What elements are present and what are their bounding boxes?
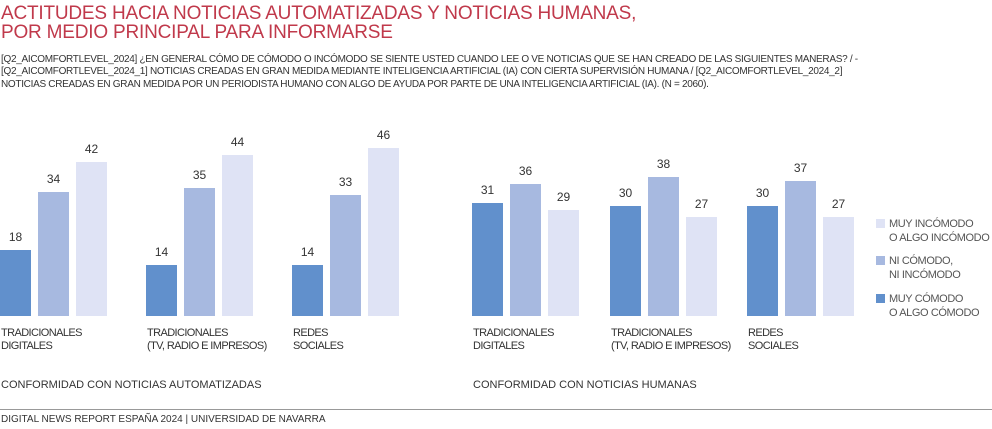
data-label: 36: [518, 164, 533, 179]
footer-divider: [0, 409, 992, 410]
bar-1-0-2: [548, 209, 579, 316]
data-label: 35: [192, 167, 207, 182]
data-label: 37: [793, 160, 808, 175]
bar-0-1-1: [184, 187, 215, 316]
data-label: 42: [84, 142, 99, 157]
legend-swatch: [876, 256, 885, 265]
data-label: 34: [46, 171, 61, 186]
legend-label: NI CÓMODO, NI INCÓMODO: [889, 255, 961, 281]
category-label: TRADICIONALES DIGITALES: [473, 327, 554, 352]
data-label: 30: [618, 186, 633, 201]
legend-label: MUY INCÓMODO O ALGO INCÓMODO: [889, 218, 990, 244]
data-label: 29: [556, 189, 571, 204]
bar-1-0-0: [472, 202, 503, 316]
bar-0-2-2: [368, 147, 399, 316]
bar-0-0-2: [76, 162, 107, 316]
panel-label: CONFORMIDAD CON NOTICIAS AUTOMATIZADAS: [1, 379, 262, 391]
category-label: TRADICIONALES (TV, RADIO E IMPRESOS): [147, 327, 267, 352]
data-label: 27: [694, 197, 709, 212]
bar-0-2-1: [330, 195, 361, 316]
bar-0-0-0: [0, 250, 31, 316]
bar-0-2-0: [292, 264, 323, 316]
data-label: 14: [300, 244, 315, 259]
data-label: 18: [8, 230, 23, 245]
legend-label: MUY CÓMODO O ALGO CÓMODO: [889, 293, 980, 319]
bar-0-1-0: [146, 264, 177, 316]
chart-title: ACTITUDES HACIA NOTICIAS AUTOMATIZADAS Y…: [1, 3, 637, 43]
data-label: 46: [376, 127, 391, 142]
data-label: 27: [831, 197, 846, 212]
bar-0-0-1: [38, 191, 69, 316]
category-label: TRADICIONALES (TV, RADIO E IMPRESOS): [611, 327, 731, 352]
chart-subtitle: [Q2_AICOMFORTLEVEL_2024] ¿EN GENERAL CÓM…: [1, 54, 858, 90]
bar-1-2-0: [747, 206, 778, 316]
data-label: 14: [154, 244, 169, 259]
category-label: REDES SOCIALES: [293, 327, 344, 352]
data-label: 33: [338, 175, 353, 190]
bar-1-1-1: [648, 176, 679, 316]
category-label: TRADICIONALES DIGITALES: [1, 327, 82, 352]
footer-source: DIGITAL NEWS REPORT ESPAÑA 2024 | UNIVER…: [1, 414, 326, 425]
bar-1-2-1: [785, 180, 816, 316]
legend-swatch: [876, 294, 885, 303]
bar-1-1-0: [610, 206, 641, 316]
bar-1-0-1: [510, 184, 541, 316]
data-label: 30: [755, 186, 770, 201]
data-label: 38: [656, 156, 671, 171]
category-label: REDES SOCIALES: [748, 327, 799, 352]
data-label: 31: [480, 182, 495, 197]
legend-swatch: [876, 219, 885, 228]
bar-1-2-2: [823, 217, 854, 316]
data-label: 44: [230, 134, 245, 149]
bar-0-1-2: [222, 154, 253, 316]
panel-label: CONFORMIDAD CON NOTICIAS HUMANAS: [473, 379, 697, 391]
bar-1-1-2: [686, 217, 717, 316]
